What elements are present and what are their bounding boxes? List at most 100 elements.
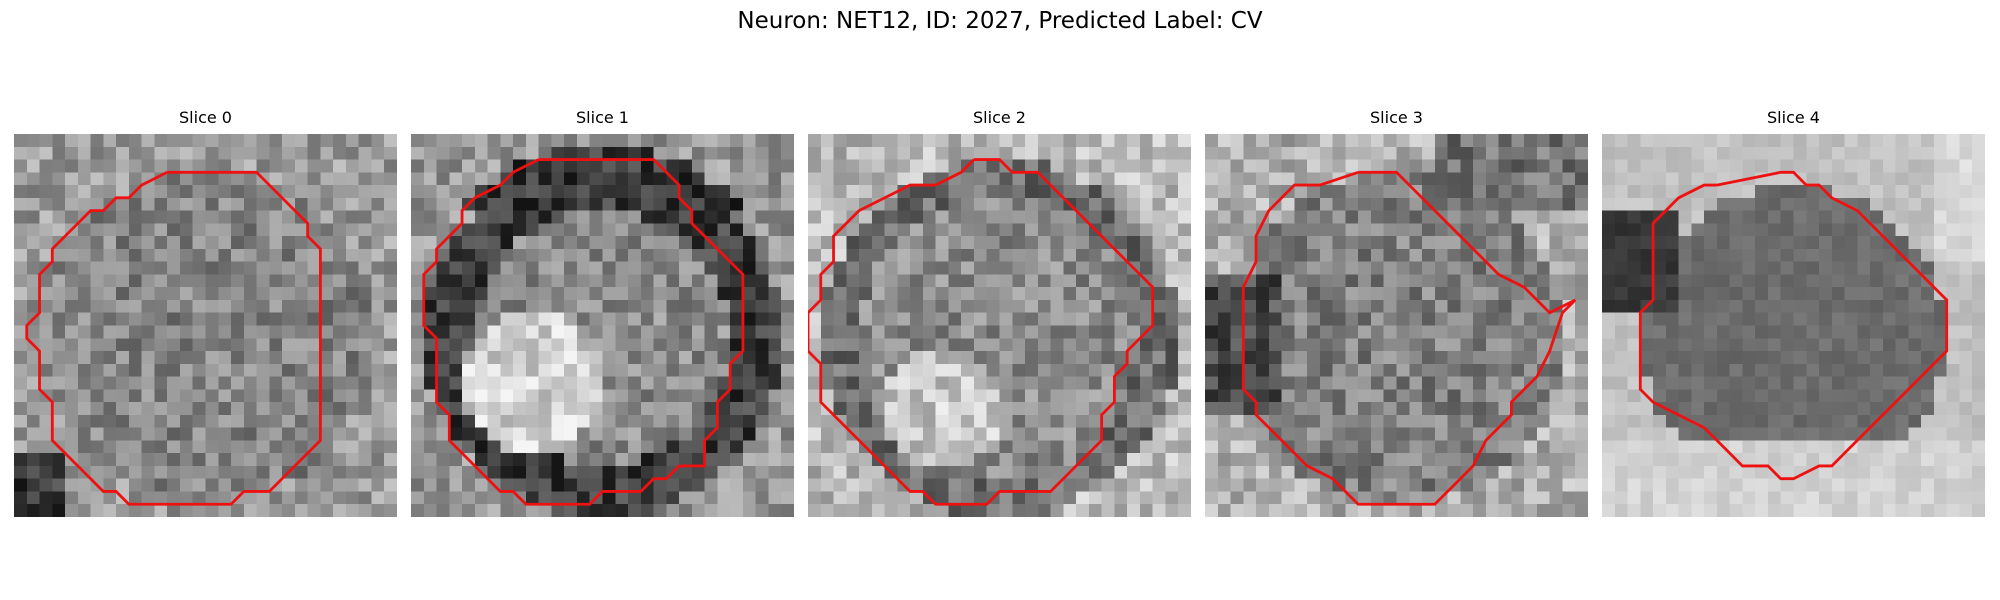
pixel [358,325,372,339]
pixel [1409,248,1423,262]
pixel [474,261,488,275]
pixel [717,504,731,517]
pixel [730,312,744,326]
pixel [1767,261,1781,275]
pixel [781,478,794,492]
pixel [1294,159,1308,173]
pixel [1076,172,1090,186]
pixel [384,197,397,211]
pixel [1895,427,1909,441]
pixel [1498,159,1512,173]
pixel [192,402,206,416]
pixel [1178,491,1191,505]
pixel [999,236,1013,250]
pixel [1627,389,1641,403]
pixel [525,236,539,250]
pixel [358,236,372,250]
pixel [462,134,476,148]
pixel [1256,351,1270,365]
pixel [1012,261,1026,275]
pixel [525,146,539,160]
pixel [846,440,860,454]
pixel [973,274,987,288]
pixel [513,248,527,262]
pixel [1704,312,1718,326]
pixel [1473,197,1487,211]
pixel [564,427,578,441]
pixel [1088,453,1102,467]
pixel [859,402,873,416]
pixel [1319,287,1333,301]
pixel [1358,325,1372,339]
pixel [1921,197,1935,211]
pixel [768,210,782,224]
pixel [333,159,347,173]
pixel [192,338,206,352]
pixel [691,134,705,148]
pixel [141,363,155,377]
pixel [77,274,91,288]
pixel [1294,504,1308,517]
pixel [1281,491,1295,505]
pixel [602,504,616,517]
pixel [1422,465,1436,479]
pixel [462,312,476,326]
pixel [602,402,616,416]
pixel [615,402,629,416]
pixel [781,261,794,275]
pixel [371,325,385,339]
pixel [269,504,283,517]
pixel [487,325,501,339]
pixel [1434,465,1448,479]
pixel [1767,478,1781,492]
pixel [1473,325,1487,339]
pixel [77,351,91,365]
pixel [1178,197,1191,211]
pixel [14,504,28,517]
pixel [1959,427,1973,441]
pixel [141,261,155,275]
pixel [1536,236,1550,250]
pixel [679,185,693,199]
pixel [1831,414,1845,428]
pixel [1678,146,1692,160]
pixel [1895,287,1909,301]
pixel [1358,414,1372,428]
pixel [1536,453,1550,467]
pixel [1742,134,1756,148]
pixel [1844,453,1858,467]
pixel [781,159,794,173]
pixel [538,440,552,454]
pixel [1460,223,1474,237]
pixel [90,312,104,326]
pixel [141,440,155,454]
pixel [1383,185,1397,199]
pixel [1152,146,1166,160]
pixel [1882,363,1896,377]
pixel [704,274,718,288]
pixel [961,376,975,390]
pixel [897,440,911,454]
pixel [1844,351,1858,365]
pixel [1819,504,1833,517]
pixel [884,274,898,288]
pixel [282,185,296,199]
pixel [897,504,911,517]
pixel [922,465,936,479]
pixel [986,414,1000,428]
pixel [1050,312,1064,326]
pixel [935,236,949,250]
pixel [1447,210,1461,224]
pixel [1933,465,1947,479]
pixel [65,146,79,160]
pixel [26,389,40,403]
pixel [1755,465,1769,479]
pixel [717,210,731,224]
pixel [1882,491,1896,505]
pixel [1870,478,1884,492]
pixel [436,363,450,377]
pixel [154,440,168,454]
pixel [948,453,962,467]
pixel [781,414,794,428]
pixel [820,465,834,479]
